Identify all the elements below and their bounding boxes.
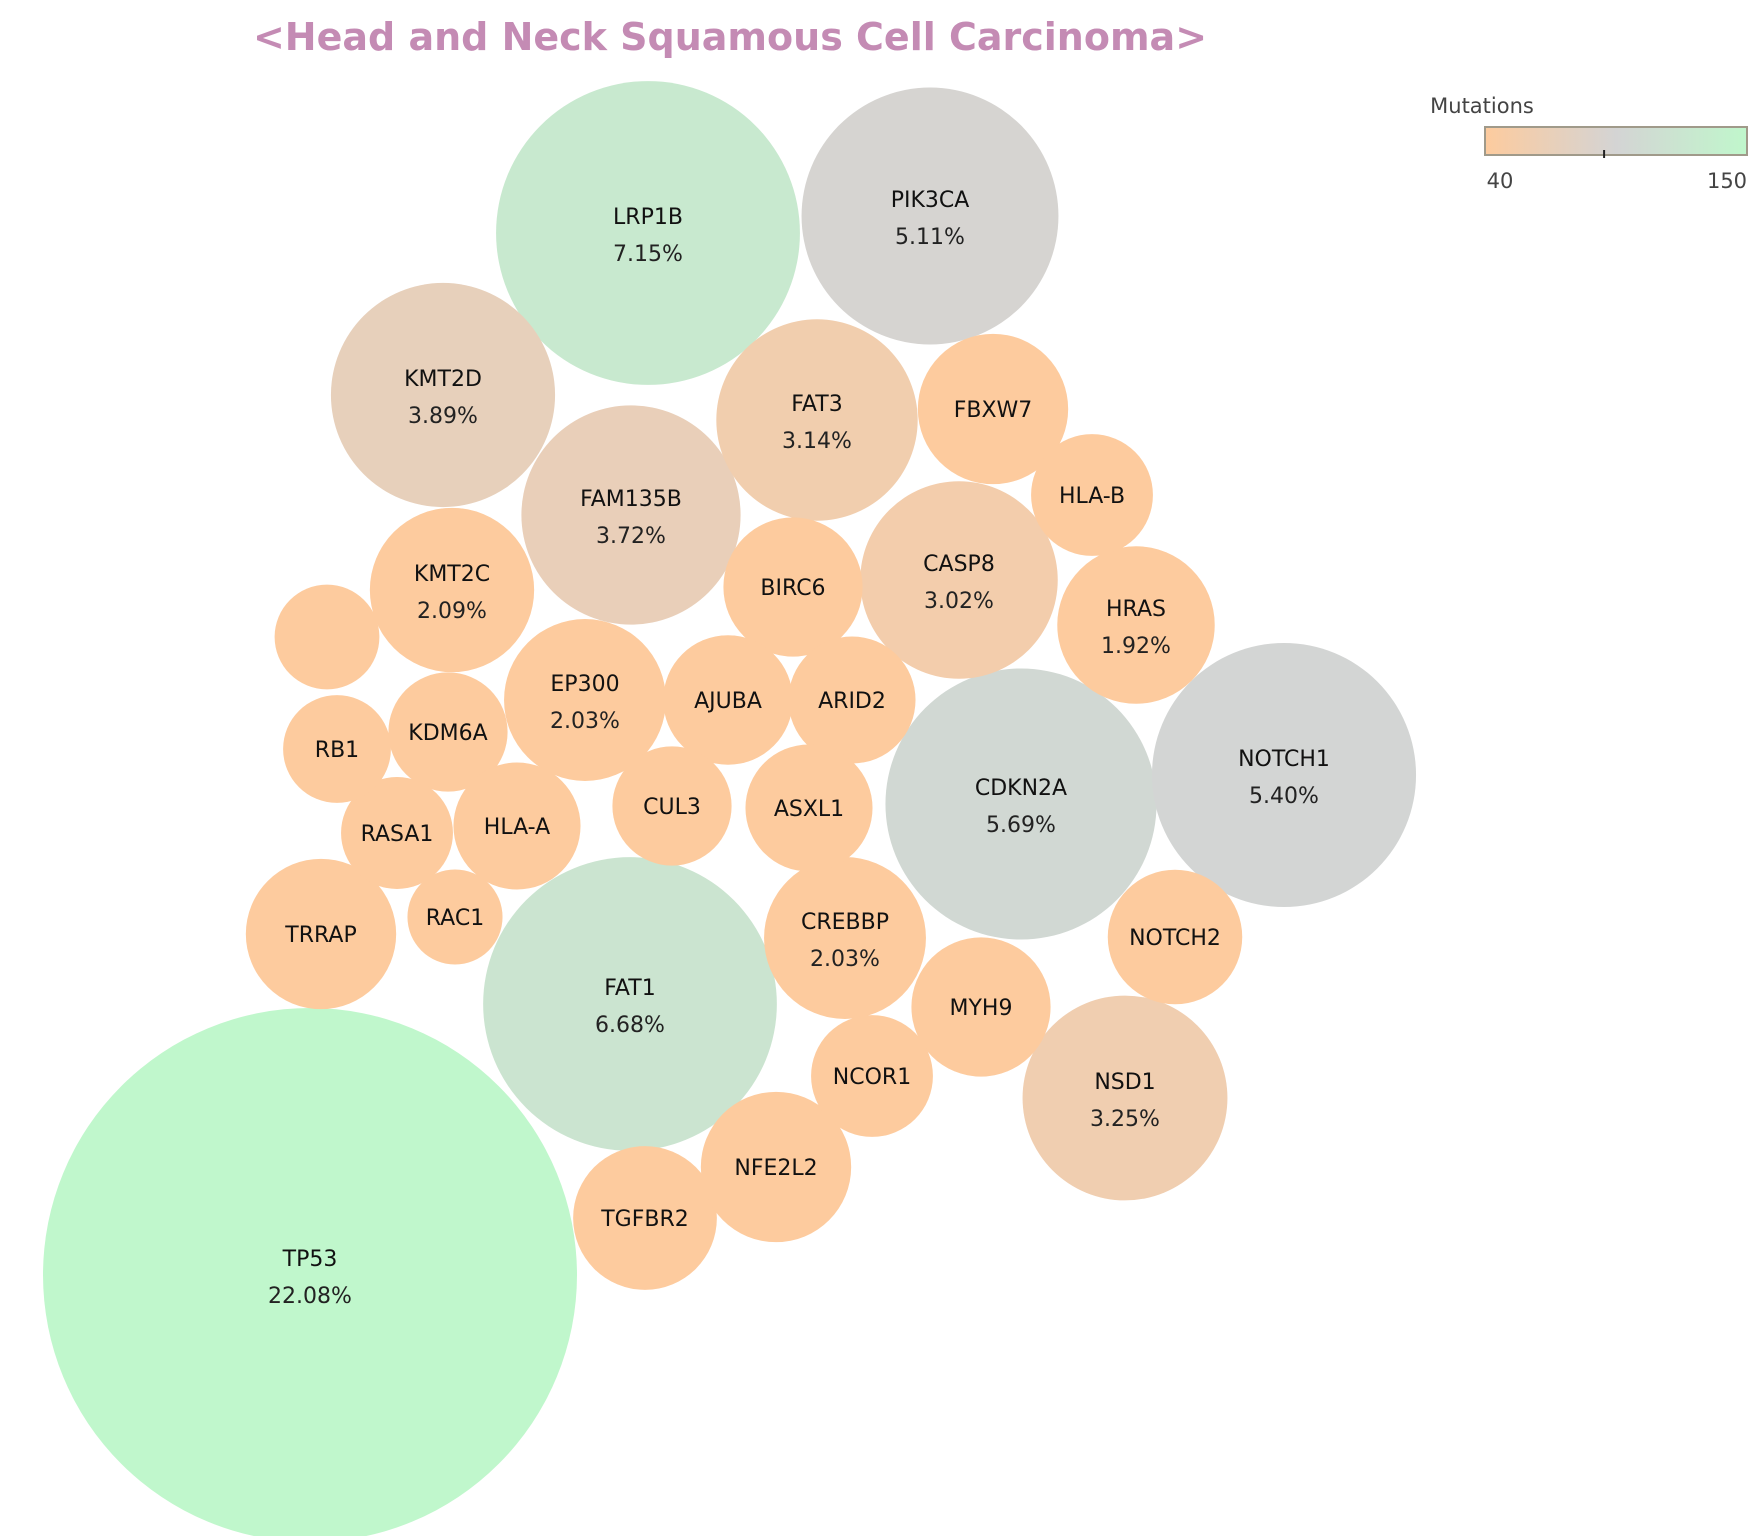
bubble-percent-label: 7.15% [613,242,683,267]
bubble-unlabeled [274,584,380,690]
colorbar-min-label: 40 [1487,169,1514,193]
bubble-gene-label: HRAS [1106,597,1166,622]
bubble-gene-label: CASP8 [923,552,995,577]
colorbar-gradient [1484,126,1748,156]
chart-title: <Head and Neck Squamous Cell Carcinoma> [253,15,1207,59]
bubble-kdm6a [388,672,508,792]
bubble-kmt2d [330,282,556,508]
bubble-gene-label: NSD1 [1094,1070,1155,1095]
bubble-percent-label: 3.72% [596,524,666,549]
bubble-gene-label: PIK3CA [891,188,970,213]
bubble-percent-label: 5.40% [1249,784,1319,809]
bubble-percent-label: 5.69% [986,813,1056,838]
bubble-percent-label: 6.68% [595,1013,665,1038]
bubble-ep300 [504,619,666,781]
bubble-percent-label: 22.08% [268,1284,352,1309]
bubble-gene-label: HLA-B [1059,484,1125,509]
bubble-gene-label: NCOR1 [833,1065,911,1090]
bubble-lrp1b [496,81,800,385]
bubble-percent-label: 5.11% [895,225,965,250]
bubble-trrap [245,858,397,1010]
bubble-crebbp [764,857,926,1019]
colorbar: Mutations 40 150 [1430,94,1748,193]
bubble-pik3ca [801,87,1059,345]
bubble-gene-label: KDM6A [408,721,487,746]
bubble-notch2 [1107,869,1243,1005]
bubble-gene-label: MYH9 [950,996,1013,1021]
bubble-gene-label: LRP1B [613,205,683,230]
bubble-percent-label: 2.03% [810,947,880,972]
bubble-cdkn2a [885,668,1157,940]
bubble-percent-label: 3.02% [924,589,994,614]
bubble-gene-label: CUL3 [643,795,701,820]
bubble-myh9 [911,937,1051,1077]
bubble-birc6 [723,517,863,657]
bubble-percent-label: 2.09% [417,599,487,624]
bubble-ncor1 [811,1015,933,1137]
bubble-rac1 [407,869,503,965]
bubble-fbxw7 [917,333,1069,485]
bubble-rb1 [283,695,391,803]
bubble-gene-label: NFE2L2 [734,1156,817,1181]
bubble-gene-label: BIRC6 [760,576,825,601]
bubble-gene-label: CDKN2A [975,776,1067,801]
bubble-gene-label: HLA-A [484,815,550,840]
bubble-tp53 [43,1008,577,1536]
bubble-gene-label: RASA1 [361,822,434,847]
bubble-percent-label: 3.89% [408,404,478,429]
bubble-gene-label: FAM135B [580,487,682,512]
bubble-gene-label: NOTCH2 [1129,926,1221,951]
bubble-percent-label: 3.14% [782,429,852,454]
bubble-notch1 [1151,642,1417,908]
colorbar-max-label: 150 [1707,169,1747,193]
bubble-gene-label: KMT2C [414,562,490,587]
bubble-fat1 [483,857,777,1151]
bubble-asxl1 [745,744,873,872]
bubble-hla-a [453,762,581,890]
bubble-gene-label: CREBBP [801,910,889,935]
bubble-hla-b [1031,434,1153,556]
bubble-gene-label: TP53 [282,1247,338,1272]
colorbar-title: Mutations [1430,94,1534,118]
bubble-kmt2c [369,507,535,673]
bubble-gene-label: RAC1 [426,906,484,931]
bubble-tgfbr2 [573,1146,717,1290]
bubble-gene-label: AJUBA [694,689,762,714]
bubble-nsd1 [1022,995,1228,1201]
bubble-ajuba [663,635,793,765]
bubble-gene-label: ARID2 [818,689,886,714]
bubble-layer: TP53 22.08% LRP1B 7.15% FAT1 6.68% CDKN2A 5.69%… [43,81,1417,1536]
bubble-fam135b [521,405,741,625]
bubble-percent-label: 2.03% [550,709,620,734]
bubble-gene-label: FBXW7 [954,398,1033,423]
bubble-gene-label: KMT2D [404,367,482,392]
bubble-gene-label: TGFBR2 [600,1207,689,1232]
bubble-gene-label: RB1 [315,738,359,763]
bubble-gene-label: FAT3 [791,392,842,417]
bubble-percent-label: 3.25% [1090,1107,1160,1132]
bubble-fat3 [716,319,918,521]
bubble-gene-label: EP300 [550,672,619,697]
bubble-gene-label: ASXL1 [774,797,844,822]
bubble-gene-label: FAT1 [604,976,655,1001]
bubble-arid2 [788,636,916,764]
bubble-gene-label: TRRAP [284,923,356,948]
bubble-nfe2l2 [700,1091,852,1243]
bubble-percent-label: 1.92% [1101,634,1171,659]
bubble-casp8 [860,481,1058,679]
bubble-rasa1 [341,777,453,889]
bubble-gene-label: NOTCH1 [1238,747,1330,772]
bubble-hras [1057,546,1215,704]
bubble-cul3 [612,746,732,866]
